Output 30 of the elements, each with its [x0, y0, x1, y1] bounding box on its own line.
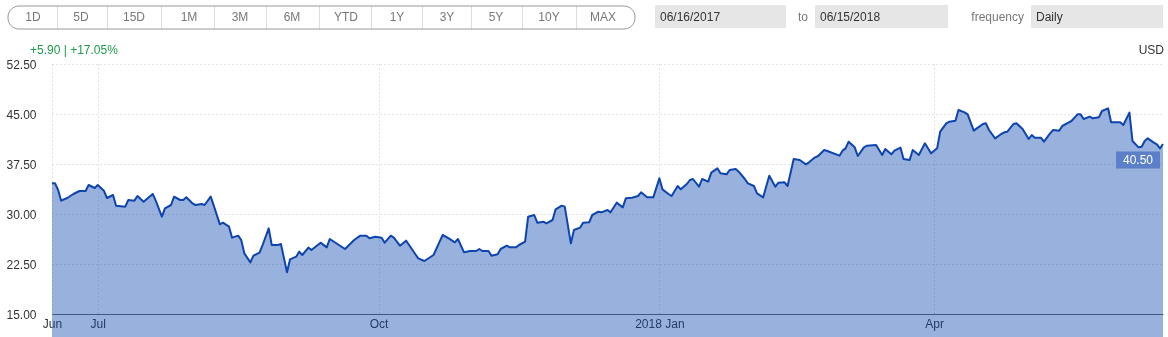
- y-tick-label: 22.50: [6, 257, 37, 272]
- text: 3M: [231, 10, 249, 24]
- x-tick-label: Oct: [369, 316, 390, 331]
- x-tick-label: Jul: [90, 316, 106, 331]
- text: 06/16/2017: [660, 10, 721, 24]
- text: Daily: [1036, 10, 1063, 24]
- y-tick-label: 45.00: [6, 107, 37, 122]
- text: frequency: [971, 10, 1024, 24]
- x-tick-label: Apr: [925, 316, 944, 331]
- text: +5.90 | +17.05%: [30, 43, 119, 57]
- text: 5D: [73, 10, 89, 24]
- annotation: 40.50: [1122, 153, 1154, 167]
- text: 5Y: [488, 10, 504, 24]
- text: 3Y: [439, 10, 455, 24]
- text: 6M: [283, 10, 301, 24]
- text: 10Y: [538, 10, 560, 24]
- text: 15D: [122, 10, 146, 24]
- text: 1D: [25, 10, 41, 24]
- text: YTD: [334, 10, 359, 24]
- y-tick-label: 52.50: [6, 57, 37, 72]
- text: 06/15/2018: [820, 10, 881, 24]
- y-tick-label: 30.00: [6, 207, 37, 222]
- text: 1M: [180, 10, 198, 24]
- y-tick-label: 15.00: [6, 307, 37, 322]
- text: USD: [1138, 43, 1165, 57]
- y-tick-label: 37.50: [6, 157, 37, 172]
- text: 1Y: [389, 10, 405, 24]
- text: to: [797, 10, 809, 24]
- x-tick-label: 2018 Jan: [635, 316, 685, 331]
- text: MAX: [589, 10, 617, 24]
